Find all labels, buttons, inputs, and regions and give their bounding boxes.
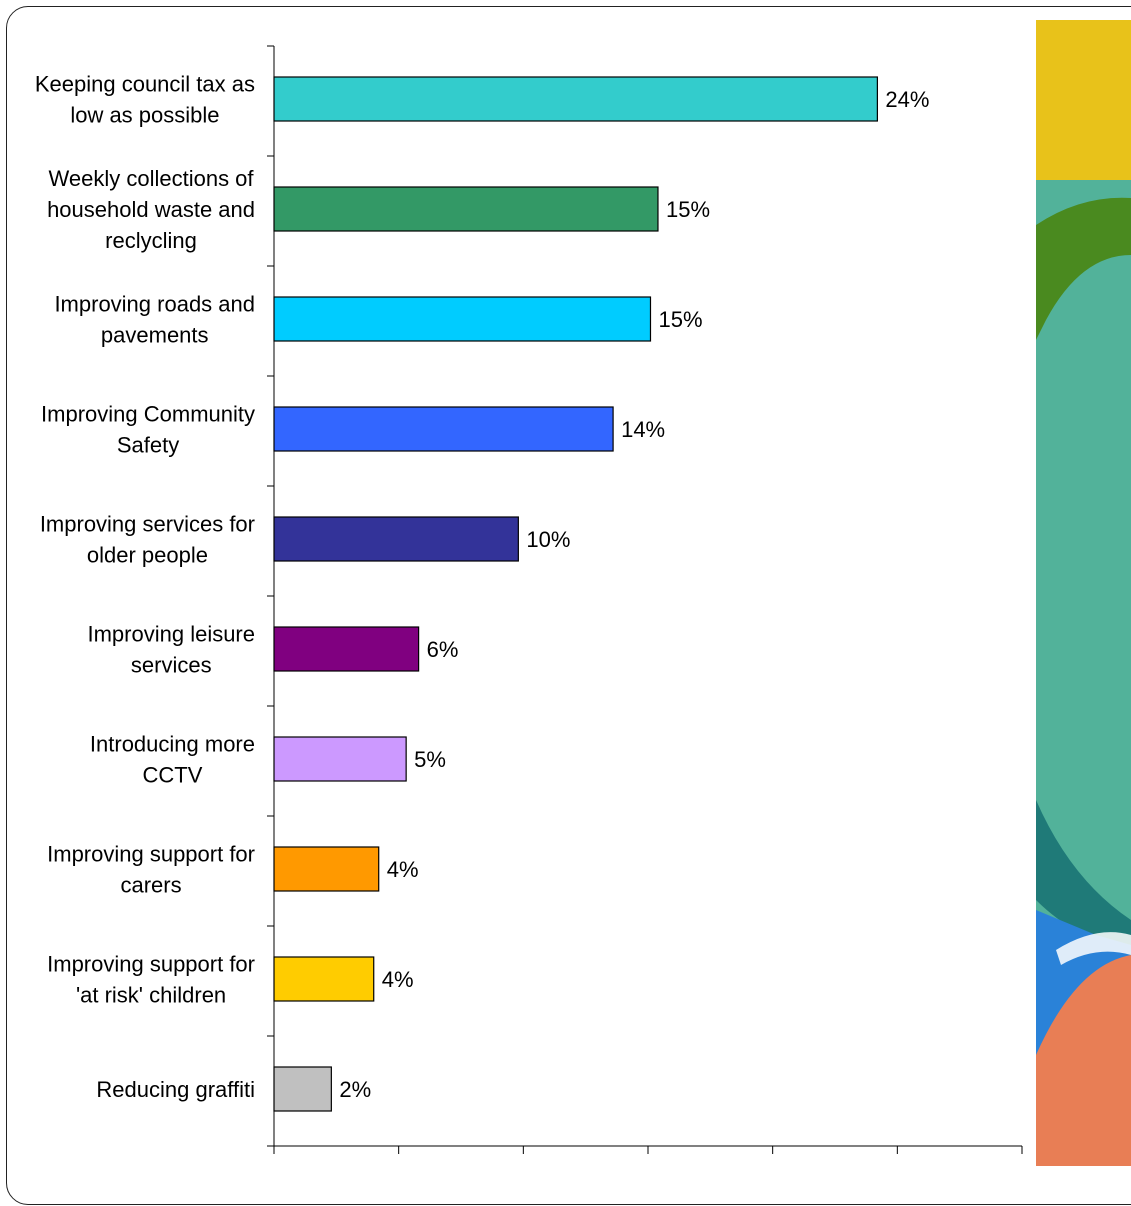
data-label: 5% [414,747,446,772]
bar [274,957,374,1001]
category-label: household waste and [47,197,255,222]
category-label: low as possible [70,103,219,128]
data-label: 2% [339,1077,371,1102]
data-label: 4% [382,967,414,992]
data-label: 15% [666,197,710,222]
category-label: Improving support for [47,952,255,977]
category-label: carers [121,873,182,898]
bar-layer [274,77,877,1111]
category-label: Introducing more [90,732,255,757]
data-label: 4% [387,857,419,882]
bar [274,297,650,341]
data-label: 6% [427,637,459,662]
bar [274,847,379,891]
category-label: reclycling [105,228,197,253]
category-label: Improving services for [40,512,255,537]
data-label: 15% [658,307,702,332]
data-label: 10% [526,527,570,552]
bar [274,1067,331,1111]
bar [274,77,877,121]
category-label: Improving Community [41,402,255,427]
bar [274,627,419,671]
data-label: 14% [621,417,665,442]
category-label: CCTV [143,763,203,788]
category-label: older people [87,543,208,568]
category-label: services [131,653,212,678]
bar [274,737,406,781]
category-label: Improving roads and [54,292,255,317]
data-label: 24% [885,87,929,112]
category-label: Reducing graffiti [96,1077,255,1102]
decorative-side-graphic [1036,20,1131,1166]
category-label: Weekly collections of [49,166,255,191]
category-label: Improving support for [47,842,255,867]
category-label: 'at risk' children [76,983,226,1008]
category-label: Keeping council tax as [35,72,255,97]
bar [274,407,613,451]
bar [274,517,518,561]
category-label: Safety [117,433,179,458]
bar [274,187,658,231]
category-label: Improving leisure [87,622,255,647]
category-label: pavements [101,323,209,348]
